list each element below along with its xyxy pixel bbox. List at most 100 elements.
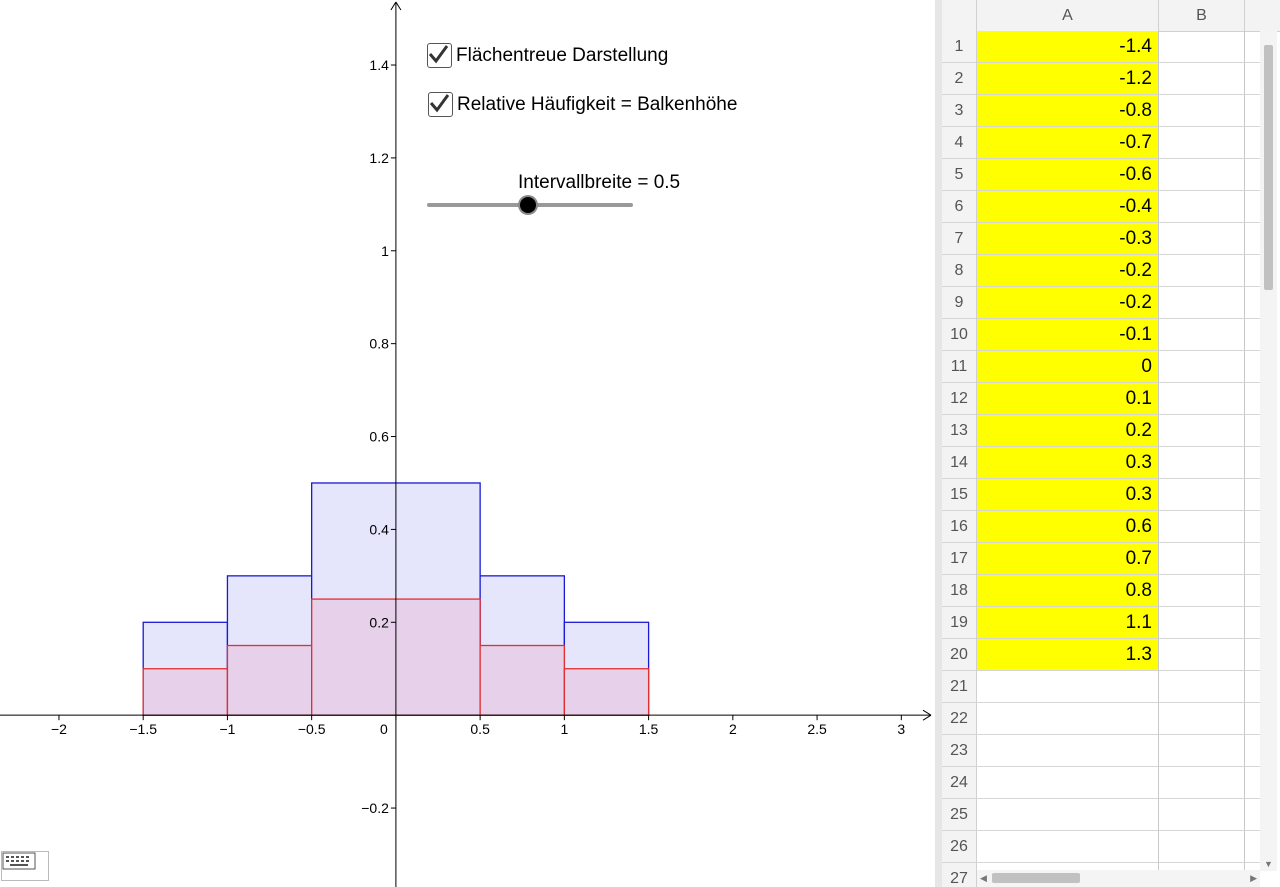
cell-a[interactable]: 0.3 [977,447,1159,479]
cell-b[interactable] [1159,31,1245,63]
cell-a[interactable] [977,735,1159,767]
cell-b[interactable] [1159,191,1245,223]
row-header[interactable]: 19 [942,607,977,639]
cell-c[interactable] [1245,735,1272,767]
checkbox-relative-box[interactable] [428,92,453,117]
cell-c[interactable] [1245,415,1272,447]
relative-frequency-checkbox[interactable]: Relative Häufigkeit = Balkenhöhe [428,92,737,117]
spreadsheet-view[interactable]: A B 1 -1.4 2 -1.2 3 -0.8 4 -0.7 5 -0.6 6 -0.4 7 -0.3 8… [935,0,1280,887]
cell-a[interactable]: 0 [977,351,1159,383]
row-header[interactable]: 8 [942,255,977,287]
cell-a[interactable]: 0.6 [977,511,1159,543]
keyboard-toggle-button[interactable] [1,851,49,881]
row-header[interactable]: 16 [942,511,977,543]
horizontal-scrollbar[interactable]: ◀ ▶ [977,870,1260,887]
cell-b[interactable] [1159,447,1245,479]
cell-c[interactable] [1245,831,1272,863]
cell-c[interactable] [1245,543,1272,575]
row-header[interactable]: 24 [942,767,977,799]
cell-b[interactable] [1159,287,1245,319]
cell-b[interactable] [1159,95,1245,127]
cell-c[interactable] [1245,607,1272,639]
cell-c[interactable] [1245,63,1272,95]
cell-c[interactable] [1245,319,1272,351]
row-header[interactable]: 27 [942,863,977,887]
cell-b[interactable] [1159,383,1245,415]
cell-a[interactable]: -0.3 [977,223,1159,255]
cell-c[interactable] [1245,575,1272,607]
cell-a[interactable]: -0.4 [977,191,1159,223]
view-divider[interactable] [935,0,942,887]
row-header[interactable]: 14 [942,447,977,479]
cell-b[interactable] [1159,223,1245,255]
row-header[interactable]: 2 [942,63,977,95]
cell-b[interactable] [1159,319,1245,351]
cell-b[interactable] [1159,671,1245,703]
cell-a[interactable] [977,671,1159,703]
cell-a[interactable]: -0.7 [977,127,1159,159]
cell-c[interactable] [1245,255,1272,287]
row-header[interactable]: 21 [942,671,977,703]
area-true-checkbox[interactable]: Flächentreue Darstellung [427,43,668,68]
cell-a[interactable]: -0.1 [977,319,1159,351]
scroll-down-arrow-icon[interactable]: ▼ [1264,859,1273,869]
cell-b[interactable] [1159,575,1245,607]
cell-b[interactable] [1159,255,1245,287]
row-header[interactable]: 26 [942,831,977,863]
scroll-right-arrow-icon[interactable]: ▶ [1250,873,1257,883]
cell-c[interactable] [1245,31,1272,63]
row-header[interactable]: 25 [942,799,977,831]
cell-b[interactable] [1159,351,1245,383]
cell-c[interactable] [1245,287,1272,319]
cell-b[interactable] [1159,63,1245,95]
horizontal-scroll-thumb[interactable] [992,873,1080,883]
cell-a[interactable]: 0.7 [977,543,1159,575]
graphics-view[interactable]: −2 −1.5 −1 −0.5 0 0.5 1 1.5 2 2.5 3 −0.2 0.2 0.4 0.6 0.… [0,0,935,887]
cell-b[interactable] [1159,159,1245,191]
cell-a[interactable]: -0.8 [977,95,1159,127]
cell-a[interactable]: 0.2 [977,415,1159,447]
cell-c[interactable] [1245,127,1272,159]
scroll-left-arrow-icon[interactable]: ◀ [980,873,987,883]
cell-a[interactable]: 0.1 [977,383,1159,415]
cell-b[interactable] [1159,127,1245,159]
vertical-scrollbar[interactable]: ▼ [1260,31,1277,871]
cell-c[interactable] [1245,799,1272,831]
cell-b[interactable] [1159,799,1245,831]
row-header[interactable]: 6 [942,191,977,223]
cell-a[interactable] [977,799,1159,831]
cell-b[interactable] [1159,415,1245,447]
cell-c[interactable] [1245,351,1272,383]
row-header[interactable]: 20 [942,639,977,671]
slider-knob[interactable] [520,197,536,213]
row-header[interactable]: 13 [942,415,977,447]
cell-b[interactable] [1159,767,1245,799]
cell-c[interactable] [1245,447,1272,479]
cell-c[interactable] [1245,479,1272,511]
cell-b[interactable] [1159,831,1245,863]
cell-a[interactable]: -0.2 [977,287,1159,319]
row-header[interactable]: 23 [942,735,977,767]
cell-b[interactable] [1159,607,1245,639]
row-header[interactable]: 15 [942,479,977,511]
cell-a[interactable] [977,831,1159,863]
cell-b[interactable] [1159,543,1245,575]
cell-c[interactable] [1245,671,1272,703]
row-header[interactable]: 3 [942,95,977,127]
cell-c[interactable] [1245,191,1272,223]
cell-a[interactable] [977,767,1159,799]
cell-a[interactable]: 1.3 [977,639,1159,671]
cell-a[interactable]: -1.2 [977,63,1159,95]
cell-c[interactable] [1245,703,1272,735]
cell-a[interactable] [977,703,1159,735]
cell-b[interactable] [1159,479,1245,511]
vertical-scroll-thumb[interactable] [1264,45,1273,290]
checkbox-area-box[interactable] [427,43,452,68]
row-header[interactable]: 5 [942,159,977,191]
cell-a[interactable]: 0.8 [977,575,1159,607]
cell-c[interactable] [1245,511,1272,543]
row-header[interactable]: 4 [942,127,977,159]
cell-c[interactable] [1245,159,1272,191]
cell-c[interactable] [1245,95,1272,127]
cell-c[interactable] [1245,223,1272,255]
